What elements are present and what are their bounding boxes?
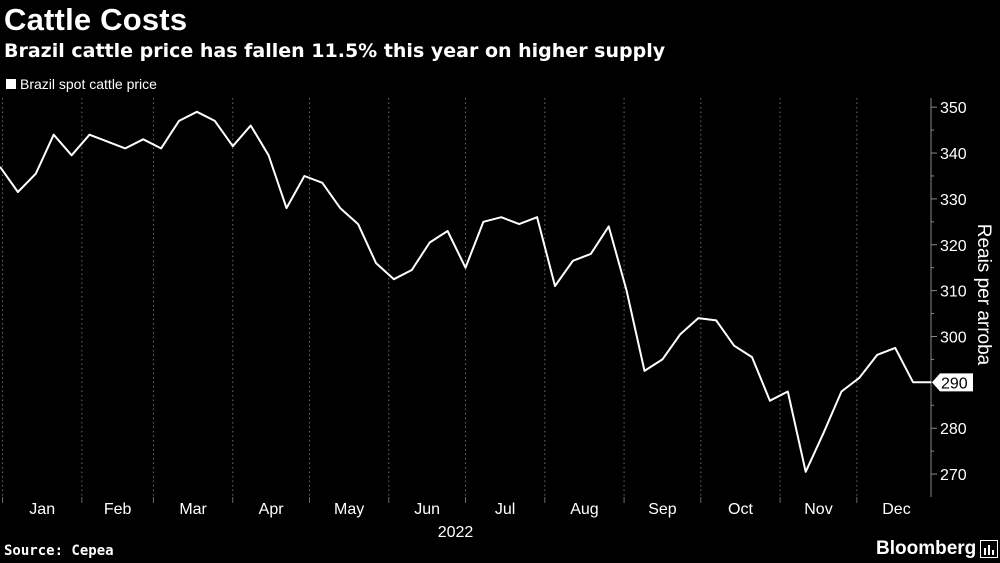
x-tick-label: Mar: [179, 501, 207, 518]
legend-label: Brazil spot cattle price: [20, 76, 157, 92]
source-note: Source: Cepea: [4, 543, 114, 559]
x-tick-label: Apr: [259, 501, 285, 518]
legend: Brazil spot cattle price: [6, 76, 157, 92]
chart-title: Cattle Costs: [4, 2, 188, 37]
y-axis-label: Reais per arroba: [973, 224, 994, 366]
last-value-label: 290: [941, 375, 968, 392]
x-tick-label: Jun: [414, 501, 440, 518]
x-tick-label: Feb: [104, 501, 132, 518]
x-tick-label: Jan: [29, 501, 55, 518]
y-tick-label: 330: [940, 192, 967, 209]
y-tick-label: 350: [940, 100, 967, 117]
x-tick-label: Dec: [882, 501, 910, 518]
x-tick-label: Jul: [495, 501, 515, 518]
x-tick-label: Aug: [570, 501, 598, 518]
x-tick-label: May: [334, 501, 364, 518]
x-tick-label: Nov: [804, 501, 832, 518]
y-tick-label: 300: [940, 329, 967, 346]
y-tick-label: 280: [940, 421, 967, 438]
y-tick-label: 270: [940, 467, 967, 484]
legend-swatch: [6, 79, 16, 89]
chart-subtitle: Brazil cattle price has fallen 11.5% thi…: [4, 40, 666, 62]
x-axis-year-label: 2022: [438, 524, 474, 541]
x-tick-label: Oct: [728, 501, 753, 518]
y-tick-label: 340: [940, 146, 967, 163]
y-tick-label: 310: [940, 284, 967, 301]
x-tick-label: Sep: [648, 501, 677, 518]
last-value-badge: [932, 373, 973, 392]
brand-logo: Bloomberg: [876, 538, 999, 560]
brand-name: Bloomberg: [876, 538, 977, 559]
bloomberg-chart-icon: [980, 540, 999, 558]
series-line-brazil-spot-cattle-price: [0, 110, 931, 473]
y-tick-label: 320: [940, 238, 967, 255]
